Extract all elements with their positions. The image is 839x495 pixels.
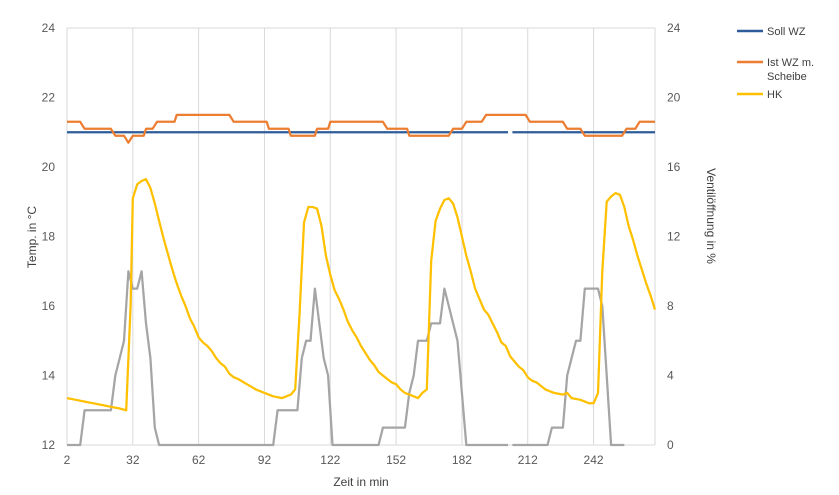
x-tick-label: 182 — [452, 453, 472, 467]
x-tick-label: 212 — [518, 453, 538, 467]
x-tick-label: 62 — [192, 453, 206, 467]
y2-tick-label: 20 — [667, 91, 681, 105]
legend-label-hk: HK — [767, 89, 783, 101]
x-tick-label: 242 — [584, 453, 604, 467]
y-tick-label: 18 — [42, 230, 56, 244]
x-tick-label: 92 — [258, 453, 272, 467]
y-tick-label: 22 — [42, 91, 56, 105]
series-line-hk — [66, 178, 657, 412]
y2-ticks: 0 4 8 12 16 20 24 — [667, 21, 681, 452]
series-line-ventiloeffnung — [67, 270, 508, 447]
x-tick-label: 32 — [126, 453, 140, 467]
y-tick-label: 14 — [42, 369, 56, 383]
legend-label-ist-wz-line2: Scheibe — [767, 71, 807, 83]
legend-label-ist-wz-line1: Ist WZ m. — [767, 57, 814, 69]
y-tick-label: 24 — [42, 21, 56, 35]
y2-tick-label: 12 — [667, 230, 681, 244]
y2-tick-label: 24 — [667, 21, 681, 35]
series-group — [66, 113, 657, 447]
legend-label-ist-wz: Ist WZ m. Scheibe — [767, 57, 817, 83]
x-tick-label: 2 — [64, 453, 71, 467]
y2-tick-label: 16 — [667, 160, 681, 174]
y-tick-label: 20 — [42, 160, 56, 174]
y-tick-label: 16 — [42, 299, 56, 313]
legend: Soll WZ Ist WZ m. Scheibe HK — [737, 26, 817, 101]
y-tick-label: 12 — [42, 438, 56, 452]
x-tick-label: 122 — [320, 453, 340, 467]
y2-axis-title: Ventilöffnung in % — [704, 168, 718, 264]
series-line-ventiloeffnung-2 — [512, 287, 625, 447]
y2-tick-label: 0 — [667, 438, 674, 452]
x-axis-title: Zeit in min — [333, 475, 388, 489]
y2-tick-label: 8 — [667, 299, 674, 313]
x-tick-label: 152 — [386, 453, 406, 467]
series-line-ist-wz — [67, 113, 655, 144]
y2-tick-label: 4 — [667, 369, 674, 383]
x-ticks: 2 32 62 92 122 152 182 212 242 — [64, 453, 604, 467]
y-ticks: 12 14 16 18 20 22 24 — [42, 21, 56, 452]
legend-label-soll-wz: Soll WZ — [767, 26, 806, 38]
y-axis-title: Temp. in °C — [25, 206, 39, 268]
